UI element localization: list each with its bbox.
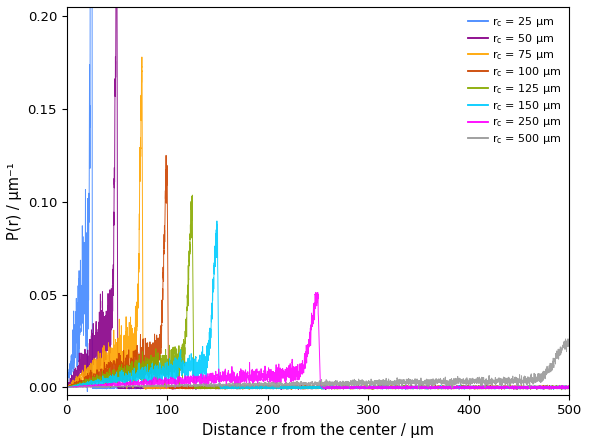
Y-axis label: P(r) / μm⁻¹: P(r) / μm⁻¹ [7, 162, 22, 240]
X-axis label: Distance r from the center / μm: Distance r from the center / μm [202, 423, 434, 438]
Legend: r$_{\rm c}$ = 25 μm, r$_{\rm c}$ = 50 μm, r$_{\rm c}$ = 75 μm, r$_{\rm c}$ = 100: r$_{\rm c}$ = 25 μm, r$_{\rm c}$ = 50 μm… [464, 10, 566, 150]
